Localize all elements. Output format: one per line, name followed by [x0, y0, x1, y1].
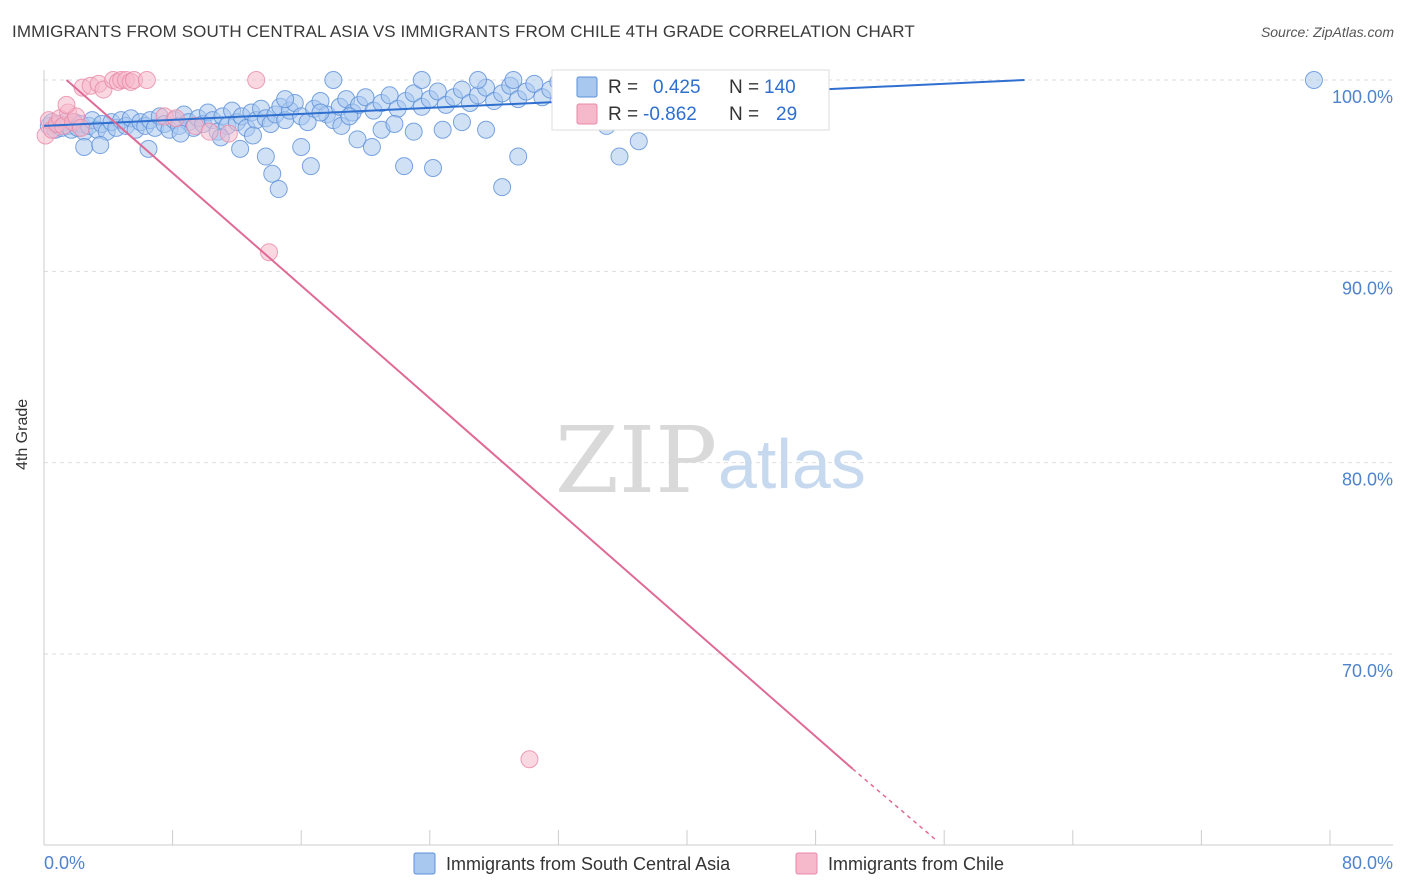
- point-south-central-asia: [509, 147, 528, 166]
- legend: Immigrants from South Central Asia Immig…: [413, 852, 1004, 875]
- stats-swatch-pink: [576, 103, 598, 125]
- legend-label-south-central-asia: Immigrants from South Central Asia: [446, 854, 731, 874]
- point-south-central-asia: [525, 74, 544, 93]
- y-tick-labels: 70.0% 80.0% 90.0% 100.0%: [1332, 87, 1393, 681]
- point-chile: [200, 122, 219, 141]
- point-south-central-asia: [324, 71, 343, 89]
- chart-title: IMMIGRANTS FROM SOUTH CENTRAL ASIA VS IM…: [12, 22, 915, 41]
- stats-n-label-blue: N =: [729, 77, 759, 98]
- point-south-central-asia: [75, 137, 94, 156]
- point-south-central-asia: [610, 147, 629, 166]
- gridlines: [44, 79, 1393, 655]
- source-credit: Source: ZipAtlas.com: [1260, 24, 1394, 40]
- point-south-central-asia: [269, 180, 288, 199]
- point-chile: [166, 109, 185, 128]
- point-south-central-asia: [404, 84, 423, 103]
- point-south-central-asia: [395, 157, 414, 176]
- point-south-central-asia: [629, 132, 648, 151]
- point-south-central-asia: [477, 120, 496, 139]
- y-tick-label-70: 70.0%: [1342, 661, 1393, 681]
- point-south-central-asia: [348, 130, 367, 149]
- point-south-central-asia: [493, 178, 512, 197]
- point-south-central-asia: [452, 113, 471, 132]
- trend-lines: [43, 79, 1025, 843]
- point-south-central-asia: [452, 80, 471, 99]
- point-chile: [219, 124, 238, 143]
- stats-r-value-pink: -0.862: [643, 104, 697, 125]
- point-south-central-asia: [139, 139, 158, 158]
- point-south-central-asia: [380, 86, 399, 105]
- stats-r-label-blue: R =: [608, 77, 638, 98]
- point-south-central-asia: [356, 88, 375, 107]
- stats-swatch-blue: [576, 76, 598, 98]
- watermark-zip: ZIP: [555, 407, 717, 514]
- point-south-central-asia: [256, 147, 275, 166]
- watermark: ZIP atlas: [555, 407, 866, 514]
- point-south-central-asia: [362, 137, 381, 156]
- point-south-central-asia: [428, 82, 447, 101]
- y-tick-label-100: 100.0%: [1332, 87, 1393, 107]
- point-south-central-asia: [243, 126, 262, 145]
- point-south-central-asia: [404, 122, 423, 141]
- stats-n-value-blue: 140: [764, 77, 796, 98]
- point-south-central-asia: [385, 115, 404, 134]
- correlation-stats-box: R = 0.425 N = 140 R = -0.862 N = 29: [551, 69, 830, 131]
- point-chile: [57, 95, 76, 114]
- stats-n-value-pink: 29: [776, 104, 797, 125]
- point-south-central-asia: [91, 136, 110, 155]
- point-south-central-asia: [433, 120, 452, 139]
- trend-line-chile-extension: [852, 768, 939, 843]
- y-tick-label-90: 90.0%: [1342, 278, 1393, 298]
- legend-label-chile: Immigrants from Chile: [828, 854, 1004, 874]
- stats-r-label-pink: R =: [608, 104, 638, 125]
- point-chile: [520, 750, 539, 769]
- point-south-central-asia: [1304, 71, 1323, 89]
- stats-n-label-pink: N =: [729, 104, 759, 125]
- point-south-central-asia: [263, 164, 282, 183]
- point-south-central-asia: [276, 90, 295, 109]
- y-tick-label-80: 80.0%: [1342, 470, 1393, 490]
- point-chile: [71, 118, 90, 137]
- axes: [43, 70, 1393, 846]
- point-chile: [260, 243, 279, 262]
- point-chile: [137, 71, 156, 89]
- stats-r-value-blue: 0.425: [653, 77, 701, 98]
- x-tick-label-max: 80.0%: [1342, 853, 1393, 873]
- watermark-atlas: atlas: [718, 425, 866, 503]
- point-south-central-asia: [504, 71, 523, 89]
- trend-line-south-central-asia: [43, 79, 1025, 127]
- point-south-central-asia: [292, 137, 311, 156]
- point-chile: [247, 71, 266, 89]
- point-south-central-asia: [231, 139, 250, 158]
- point-south-central-asia: [412, 71, 431, 89]
- point-south-central-asia: [424, 159, 443, 178]
- stats-box-frame: [551, 69, 830, 131]
- legend-swatch-chile: [795, 852, 818, 875]
- point-south-central-asia: [469, 71, 488, 89]
- trend-line-chile: [65, 79, 854, 770]
- x-tick-label-min: 0.0%: [44, 853, 85, 873]
- legend-swatch-south-central-asia: [413, 852, 436, 875]
- point-south-central-asia: [301, 157, 320, 176]
